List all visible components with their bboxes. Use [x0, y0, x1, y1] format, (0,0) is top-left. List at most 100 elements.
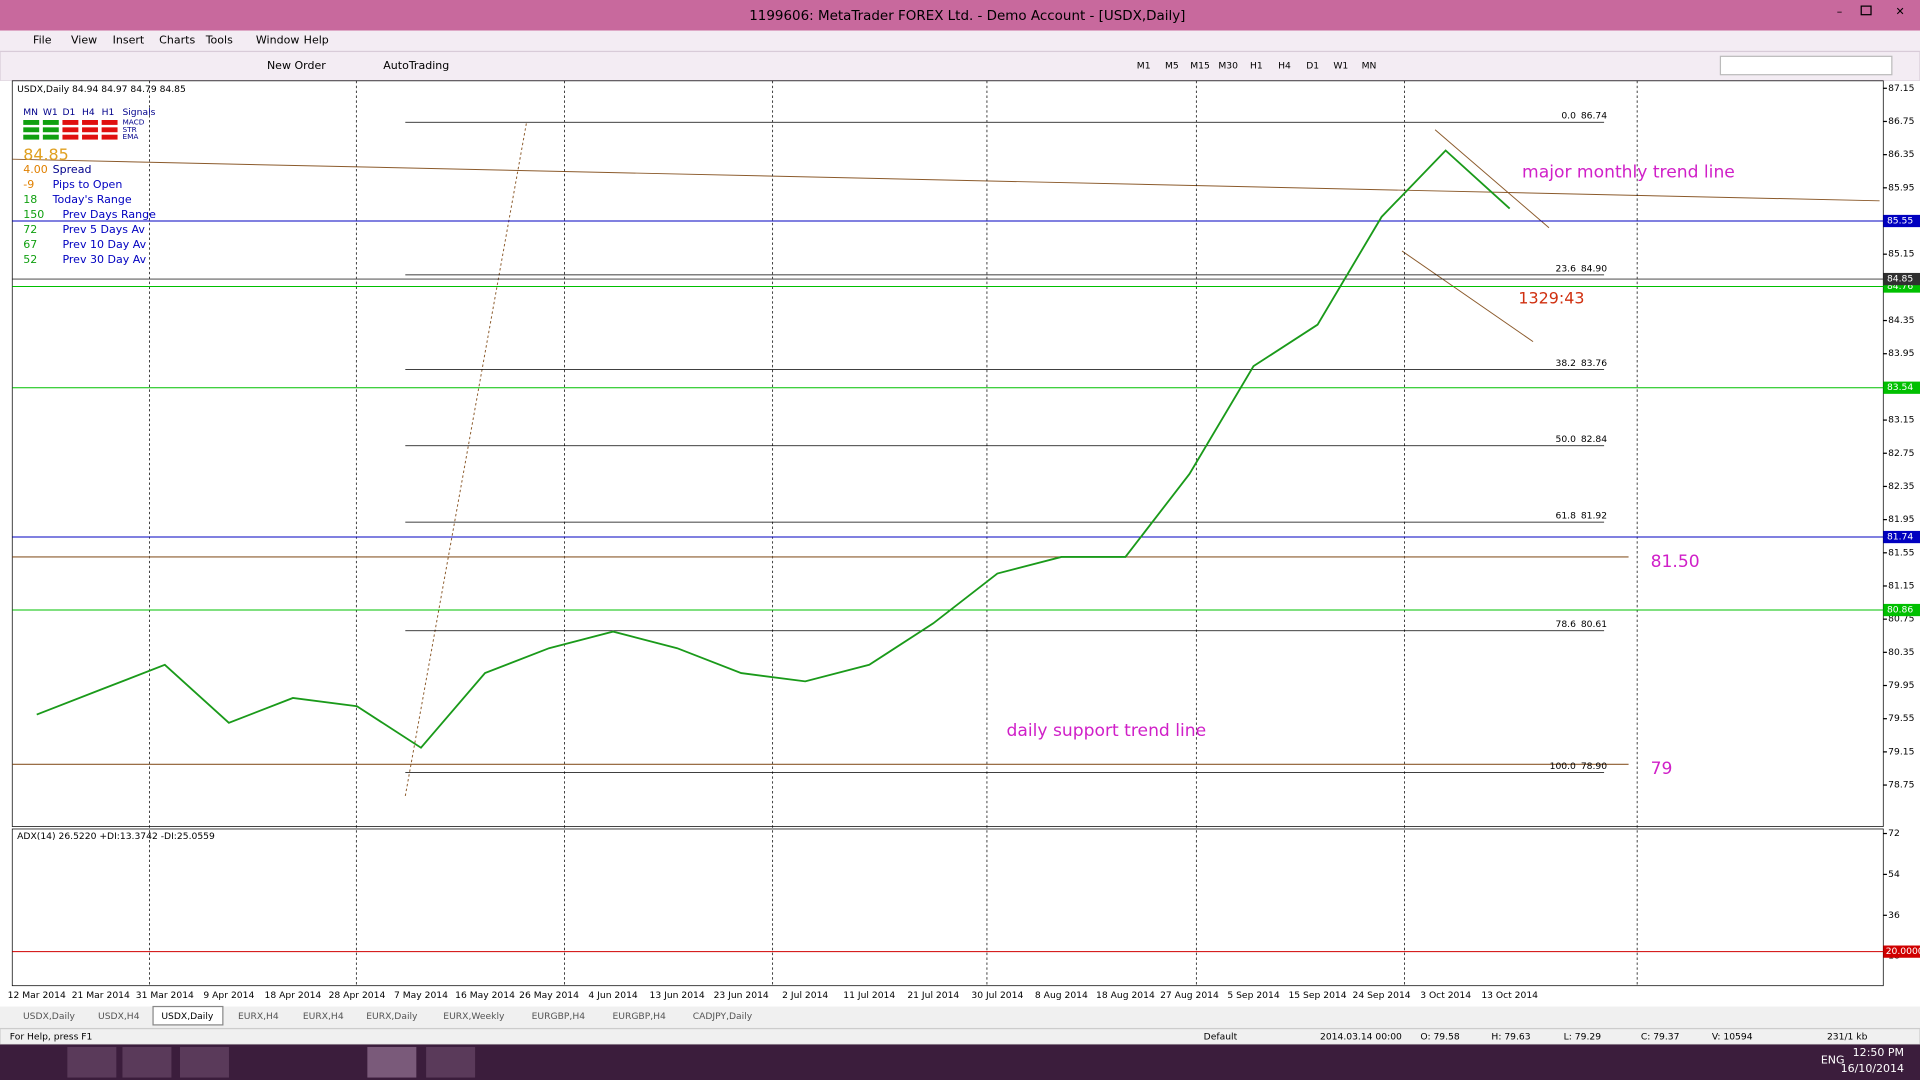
fib-level-name: 23.6: [1555, 263, 1576, 274]
timeframe-button[interactable]: M5: [1165, 61, 1179, 72]
language[interactable]: ENG: [1821, 1053, 1845, 1066]
x-tick-label: 13 Jun 2014: [650, 990, 705, 1001]
chart-tab[interactable]: CADJPY,Daily: [693, 1011, 753, 1022]
timeframe-button[interactable]: W1: [1333, 61, 1348, 72]
y-tick-label: 82.35: [1888, 481, 1914, 492]
auto-trading[interactable]: AutoTrading: [383, 59, 449, 72]
clock-time[interactable]: 12:50 PM: [1853, 1046, 1904, 1059]
signal-cell: [101, 120, 118, 125]
x-tick-label: 3 Oct 2014: [1420, 990, 1471, 1001]
status-field: 2014.03.14 00:00: [1320, 1032, 1402, 1043]
signal-timeframe: D1: [62, 107, 75, 118]
status-field: H: 79.63: [1491, 1032, 1530, 1043]
adx-frame: [11, 828, 1884, 987]
y-tick-label: 86.75: [1888, 116, 1914, 127]
fib-level-name: 100.0: [1550, 761, 1576, 772]
new-order[interactable]: New Order: [267, 59, 326, 72]
chart-tab[interactable]: EURX,Weekly: [443, 1011, 505, 1022]
search-box[interactable]: [1719, 55, 1893, 76]
y-tick-label: 84.35: [1888, 315, 1914, 326]
menu-item[interactable]: File: [33, 33, 52, 46]
fib-price: 82.84: [1581, 434, 1607, 445]
chart-tab[interactable]: EURX,H4: [303, 1011, 344, 1022]
timeframe-button[interactable]: M1: [1137, 61, 1151, 72]
signal-cell: [82, 120, 98, 125]
price-tag-label: 83.54: [1887, 382, 1913, 393]
fib-level-name: 50.0: [1555, 434, 1576, 445]
timeframe-button[interactable]: D1: [1306, 61, 1319, 72]
signal-cell: [62, 127, 79, 133]
timeframe-button[interactable]: M30: [1218, 61, 1238, 72]
price-tag: [1883, 214, 1920, 228]
status-field: C: 79.37: [1641, 1032, 1680, 1043]
taskbar-app[interactable]: [426, 1046, 476, 1078]
fib-price: 86.74: [1581, 111, 1607, 122]
y-tick-label: 81.55: [1888, 547, 1914, 558]
taskbar-app[interactable]: [367, 1046, 417, 1078]
info-label: Today's Range: [52, 193, 132, 206]
chart-tab[interactable]: USDX,H4: [98, 1011, 140, 1022]
y-tick-label: 79.55: [1888, 713, 1914, 724]
taskbar-app[interactable]: [67, 1046, 117, 1078]
info-label: Prev Days Range: [62, 208, 156, 221]
taskbar-app[interactable]: [180, 1046, 229, 1078]
signal-cell: [23, 127, 40, 133]
clock-date[interactable]: 16/10/2014: [1841, 1062, 1905, 1075]
minimize-button[interactable]: –: [1837, 5, 1843, 18]
x-tick-label: 9 Apr 2014: [203, 990, 254, 1001]
menu-item[interactable]: View: [71, 33, 97, 46]
taskbar-app[interactable]: [122, 1046, 172, 1078]
menu-item[interactable]: Tools: [205, 33, 233, 46]
y-tick-label: 82.75: [1888, 448, 1914, 459]
maximize-button[interactable]: [1860, 5, 1872, 16]
chart-tab[interactable]: USDX,Daily: [161, 1011, 214, 1022]
x-tick-label: 2 Jul 2014: [782, 990, 828, 1001]
tab-bar: [0, 1006, 1920, 1029]
status-field: V: 10594: [1712, 1032, 1753, 1043]
signal-timeframe: H4: [82, 107, 95, 118]
chart-tab[interactable]: EURX,Daily: [366, 1011, 418, 1022]
status-field: O: 79.58: [1420, 1032, 1459, 1043]
x-tick-label: 21 Jul 2014: [907, 990, 959, 1001]
y-tick-label: 87.15: [1888, 83, 1914, 94]
price-tag: [1883, 530, 1920, 544]
signal-cell: [101, 134, 118, 140]
adx-header: ADX(14) 26.5220 +DI:13.3742 -DI:25.0559: [17, 831, 215, 842]
x-tick-label: 4 Jun 2014: [588, 990, 638, 1001]
menu-item[interactable]: Charts: [159, 33, 195, 46]
info-label: Prev 30 Day Av: [62, 253, 146, 266]
signal-cell: [23, 134, 40, 140]
signal-cell: [82, 134, 98, 140]
timeframe-button[interactable]: H1: [1250, 61, 1263, 72]
x-tick-label: 23 Jun 2014: [714, 990, 769, 1001]
y-tick-label: 81.15: [1888, 580, 1914, 591]
annotation: daily support trend line: [1007, 721, 1207, 741]
x-tick-label: 24 Sep 2014: [1353, 990, 1411, 1001]
x-tick-label: 28 Apr 2014: [329, 990, 386, 1001]
timeframe-button[interactable]: H4: [1278, 61, 1291, 72]
menu-item[interactable]: Insert: [113, 33, 145, 46]
signal-cell: [82, 127, 98, 133]
chart-tab[interactable]: EURGBP,H4: [532, 1011, 586, 1022]
chart-tab[interactable]: EURX,H4: [238, 1011, 279, 1022]
menu-bar: [0, 30, 1920, 52]
close-button[interactable]: ✕: [1896, 5, 1905, 18]
x-tick-label: 8 Aug 2014: [1035, 990, 1088, 1001]
timeframe-button[interactable]: M15: [1190, 61, 1210, 72]
support-label: 79: [1651, 759, 1673, 779]
y-tick-label: 78.75: [1888, 780, 1914, 791]
chart-tab[interactable]: EURGBP,H4: [612, 1011, 666, 1022]
toolbar: [0, 50, 1920, 82]
menu-item[interactable]: Window: [256, 33, 299, 46]
info-label: Pips to Open: [53, 178, 123, 191]
chart-tab[interactable]: USDX,Daily: [23, 1011, 76, 1022]
y-tick-label: 86.35: [1888, 149, 1914, 160]
adx-tick-label: 72: [1888, 828, 1900, 839]
x-tick-label: 5 Sep 2014: [1227, 990, 1279, 1001]
timeframe-button[interactable]: MN: [1362, 61, 1377, 72]
x-tick-label: 30 Jul 2014: [971, 990, 1023, 1001]
y-tick-label: 79.95: [1888, 680, 1914, 691]
menu-item[interactable]: Help: [304, 33, 329, 46]
current-price: 84.85: [23, 145, 69, 164]
